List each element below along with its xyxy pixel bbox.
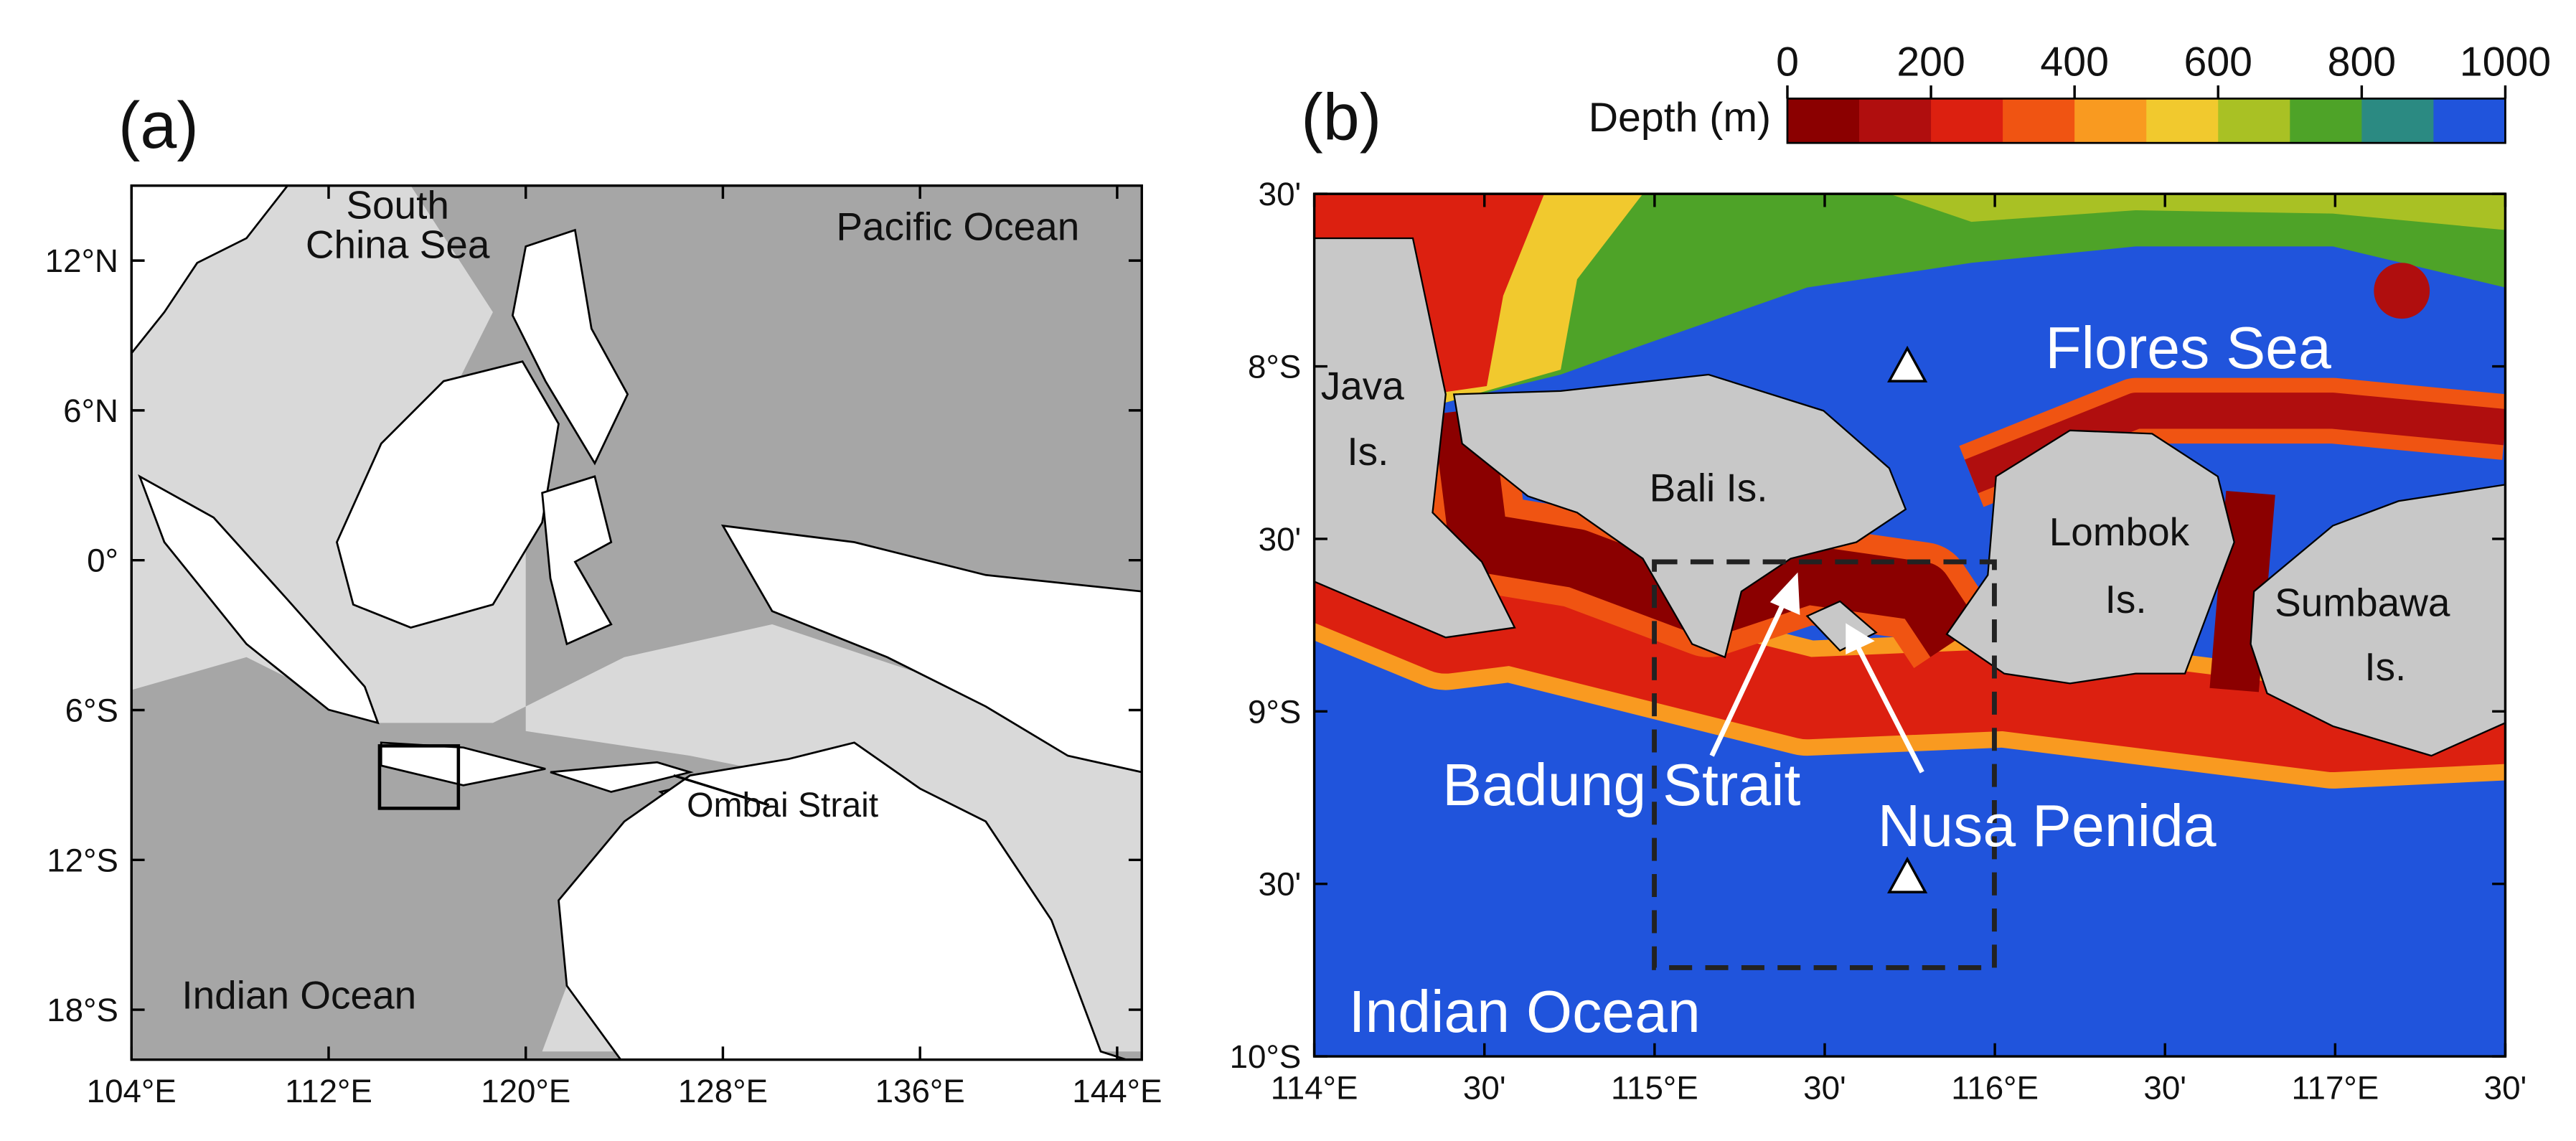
study-box <box>377 744 461 810</box>
map-b <box>1314 194 2506 1057</box>
x-tick-label: 117°E <box>2291 1070 2379 1107</box>
place-label: Indian Ocean <box>1349 979 1701 1045</box>
colorbar-frame <box>1786 97 2506 144</box>
x-tick-label: 116°E <box>1951 1070 2039 1107</box>
colorbar-tick-label: 1000 <box>2460 39 2551 85</box>
colorbar-tick-label: 0 <box>1776 39 1799 85</box>
color-bin <box>1931 98 2004 144</box>
y-tick-label: 30' <box>1259 521 1302 558</box>
x-tick-label: 30' <box>1803 1070 1846 1107</box>
arrows <box>1709 572 1924 774</box>
place-label: Is. <box>2364 644 2406 689</box>
x-tick-label: 30' <box>2143 1070 2186 1107</box>
pointer <box>673 774 770 807</box>
color-bin <box>2146 98 2219 144</box>
x-tick-label: 128°E <box>678 1073 768 1109</box>
x-tick-label: 104°E <box>87 1073 177 1109</box>
shelf <box>1889 194 2506 230</box>
place-label: Bali Is. <box>1650 465 1768 510</box>
color-bin <box>2361 98 2435 144</box>
y-tick-label: 30' <box>1259 176 1302 212</box>
place-label: China Sea <box>306 222 490 266</box>
map-a <box>131 185 1142 1060</box>
colorbar-tick-label: 800 <box>2328 39 2396 85</box>
colorbar-tick-label: 400 <box>2040 39 2108 85</box>
land <box>511 228 629 466</box>
place-label: Badung Strait <box>1442 752 1800 818</box>
shelf <box>2374 263 2430 319</box>
y-tick-label: 9°S <box>1248 693 1301 730</box>
x-tick-label: 120°E <box>481 1073 570 1109</box>
x-tick-label: 30' <box>2484 1070 2527 1107</box>
frame-a <box>130 184 1143 1061</box>
color-bin <box>2003 98 2076 144</box>
y-tick-label: 18°S <box>47 992 118 1028</box>
shelf <box>1314 194 2506 411</box>
land <box>138 474 380 725</box>
land <box>720 524 1142 774</box>
color-bin <box>2433 98 2506 144</box>
station <box>1887 345 1928 382</box>
land <box>558 741 1130 1060</box>
frame-b <box>1312 192 2507 1058</box>
place-label: Is. <box>2105 577 2147 621</box>
place-label: Sumbawa <box>2275 581 2450 625</box>
y-tick-label: 0° <box>87 543 118 579</box>
land <box>2250 484 2506 757</box>
y-tick-label: 6°S <box>65 692 118 729</box>
x-tick-label: 30' <box>1463 1070 1506 1107</box>
place-label: South <box>346 182 449 227</box>
land <box>131 185 289 355</box>
place-label: Indian Ocean <box>182 973 416 1018</box>
axes: 104°E 112°E 120°E 128°E 136°E 144°E 12°N 6°N 0° 6… <box>45 176 2527 1109</box>
place-label: Flores Sea <box>2045 315 2331 381</box>
place-label: Ombai Strait <box>687 786 878 825</box>
place-label: Lombok <box>2049 510 2190 554</box>
color-bin <box>1787 98 1861 144</box>
land <box>1452 373 1907 659</box>
y-tick-label: 8°S <box>1248 349 1301 385</box>
land <box>335 360 560 629</box>
station <box>1887 856 1928 893</box>
y-tick-label: 6°N <box>63 393 118 429</box>
place-label: Is. <box>1347 429 1388 474</box>
y-tick-label: 12°S <box>47 842 118 878</box>
place-label: Java <box>1321 363 1404 408</box>
x-tick-label: 136°E <box>875 1073 965 1109</box>
land <box>1945 429 2235 685</box>
x-tick-label: 114°E <box>1271 1070 1358 1107</box>
land <box>1314 237 1516 639</box>
x-tick-label: 144°E <box>1072 1073 1162 1109</box>
y-tick-label: 30' <box>1259 866 1302 903</box>
study-box <box>1652 559 1997 970</box>
y-tick-label: 12°N <box>45 243 118 279</box>
colorbar-tick-label: 600 <box>2184 39 2252 85</box>
place-label: Nusa Penida <box>1878 793 2217 859</box>
x-tick-label: 112°E <box>285 1073 372 1109</box>
y-tick-label: 10°S <box>1230 1038 1302 1075</box>
color-bin <box>2074 98 2148 144</box>
panel-label: (b) <box>1301 81 1381 154</box>
panel-label: (a) <box>118 89 199 162</box>
color-bin <box>1859 98 1932 144</box>
place-label: Pacific Ocean <box>836 204 1079 248</box>
color-bin <box>2290 98 2363 144</box>
colorbar-tick-label: 200 <box>1896 39 1965 85</box>
land <box>550 761 694 793</box>
color-bin <box>2218 98 2291 144</box>
colorbar-label: Depth (m) <box>1589 95 1771 141</box>
x-tick-label: 115°E <box>1611 1070 1698 1107</box>
land <box>541 475 613 646</box>
colorbar: 0 200 400 600 800 1000 <box>1776 39 2551 144</box>
